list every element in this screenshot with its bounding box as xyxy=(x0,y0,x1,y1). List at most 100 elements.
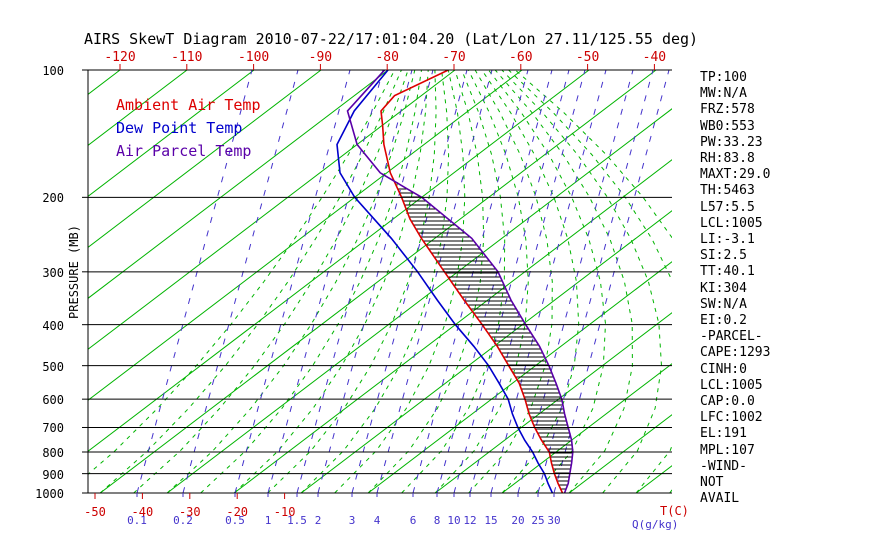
legend-ambient: Ambient Air Temp xyxy=(116,96,261,114)
stat-line: EI:0.2 xyxy=(700,313,747,329)
moist-adiabat-line xyxy=(434,70,529,493)
mixing-ratio-label: 1.5 xyxy=(287,514,307,527)
mixing-ratio-line xyxy=(376,70,493,493)
pressure-tick-label: 300 xyxy=(42,265,64,280)
parcel-curve xyxy=(346,70,574,493)
stat-line: LI:-3.1 xyxy=(700,232,755,248)
moist-adiabat-line xyxy=(514,70,672,493)
mixing-unit-label: Q(g/kg) xyxy=(632,518,679,531)
mixing-ratio-line xyxy=(537,70,654,493)
mixing-ratio-line xyxy=(517,70,634,493)
pressure-tick-label: 800 xyxy=(42,446,64,460)
isotherm-line xyxy=(88,70,188,146)
ambient-curve xyxy=(380,70,564,493)
mixing-ratio-line xyxy=(267,70,384,493)
stats-panel: TP:100 MW:N/A FRZ:578 WB0:553 PW:33.23 RH:83.… xyxy=(700,70,770,507)
stat-line: SW:N/A xyxy=(700,296,747,312)
legend: Ambient Air Temp Dew Point Temp Air Parcel… xyxy=(116,94,261,163)
pressure-tick-label: 200 xyxy=(42,191,64,206)
temp-top-label: -100 xyxy=(237,50,270,65)
mixing-ratio-line xyxy=(317,70,434,493)
isotherm-line xyxy=(166,108,672,493)
isotherm-line xyxy=(367,261,672,493)
plot-area xyxy=(88,70,672,493)
mixing-ratio-line xyxy=(136,70,253,493)
legend-parcel: Air Parcel Temp xyxy=(116,142,252,160)
mixing-ratio-label: 20 xyxy=(511,514,525,527)
stat-line: TP:100 xyxy=(700,70,747,85)
moist-adiabat-line xyxy=(233,70,429,493)
mixing-ratio-label: 6 xyxy=(409,514,417,527)
stat-line: SI:2.5 xyxy=(700,248,747,264)
temp-top-label: -70 xyxy=(442,50,466,65)
mixing-ratio-label: 25 xyxy=(531,514,545,527)
pressure-tick-label: 600 xyxy=(42,393,64,408)
pressure-tick-label: 900 xyxy=(42,467,64,482)
mixing-ratio-line xyxy=(351,70,468,493)
pressure-tick-label: 400 xyxy=(42,318,64,333)
isotherm-line xyxy=(88,70,523,401)
isotherm-line xyxy=(434,312,672,493)
mixing-ratio-line xyxy=(490,70,607,493)
stat-line: AVAIL xyxy=(700,491,740,507)
stat-line: NOT xyxy=(700,475,724,491)
mixing-ratio-label: 12 xyxy=(463,514,477,527)
stat-line: LCL:1005 xyxy=(700,377,763,393)
stat-line: CAP:0.0 xyxy=(700,394,755,410)
stat-line: WB0:553 xyxy=(700,118,755,134)
moist-adiabat-line xyxy=(166,70,416,493)
stat-line: CINH:0 xyxy=(700,361,747,377)
mixing-ratio-label: 3 xyxy=(348,514,356,527)
temp-top-label: -50 xyxy=(575,50,600,65)
moist-adiabat-line xyxy=(200,70,422,493)
isotherm-line xyxy=(568,414,672,493)
temp-top-label: -40 xyxy=(642,50,667,65)
stat-line: MW:N/A xyxy=(700,86,747,102)
stat-line: L57:5.5 xyxy=(700,199,755,215)
mixing-ratio-label: 30 xyxy=(547,514,561,527)
moist-adiabat-line xyxy=(267,70,437,493)
pressure-tick-label: 500 xyxy=(42,359,64,374)
stat-line: LCL:1005 xyxy=(700,215,763,231)
mixing-ratio-line xyxy=(296,70,413,493)
temp-top-label: -110 xyxy=(171,50,203,65)
isotherm-line xyxy=(233,159,672,493)
temp-bottom-label: -30 xyxy=(178,505,201,519)
moist-adiabat-line xyxy=(468,70,553,493)
mixing-ratio-label: 8 xyxy=(433,514,441,527)
stat-line: EL:191 xyxy=(700,426,747,442)
mixing-ratio-line xyxy=(182,70,299,493)
stat-line: PW:33.23 xyxy=(700,134,763,150)
isotherm-line xyxy=(99,70,657,493)
pressure-axis-label: PRESSURE (MB) xyxy=(67,225,81,319)
moist-adiabat-line xyxy=(401,70,506,493)
mixing-ratio-label: 1 xyxy=(264,514,272,527)
pressure-tick-label: 1000 xyxy=(35,487,64,501)
temp-bottom-label: -40 xyxy=(131,505,154,519)
moist-adiabat-line xyxy=(88,70,396,476)
stat-line: FRZ:578 xyxy=(700,102,755,118)
mixing-ratio-line xyxy=(453,70,570,493)
temp-top-label: -60 xyxy=(509,50,533,65)
legend-dewpoint: Dew Point Temp xyxy=(116,119,243,137)
stat-line: -PARCEL- xyxy=(700,329,763,345)
moist-adiabat-line xyxy=(133,70,409,493)
moist-adiabat-line xyxy=(99,70,402,493)
mixing-ratio-line xyxy=(234,70,351,493)
stat-line: -WIND- xyxy=(700,458,747,474)
temp-bottom-label: -10 xyxy=(273,505,296,519)
temp-bottom-label: -50 xyxy=(84,505,106,519)
mixing-ratio-line xyxy=(553,70,670,493)
temp-top-label: -90 xyxy=(308,50,333,65)
moist-adiabat-line xyxy=(300,70,450,493)
mixing-ratio-label: 15 xyxy=(484,514,498,527)
stat-line: RH:83.8 xyxy=(700,151,755,167)
pressure-tick-label: 700 xyxy=(42,421,64,436)
temp-unit-label: T(C) xyxy=(660,504,689,518)
temp-top-label: -80 xyxy=(375,50,399,65)
mixing-ratio-line xyxy=(412,70,529,493)
stat-line: TH:5463 xyxy=(700,183,755,199)
mixing-ratio-label: 0.5 xyxy=(225,514,245,527)
